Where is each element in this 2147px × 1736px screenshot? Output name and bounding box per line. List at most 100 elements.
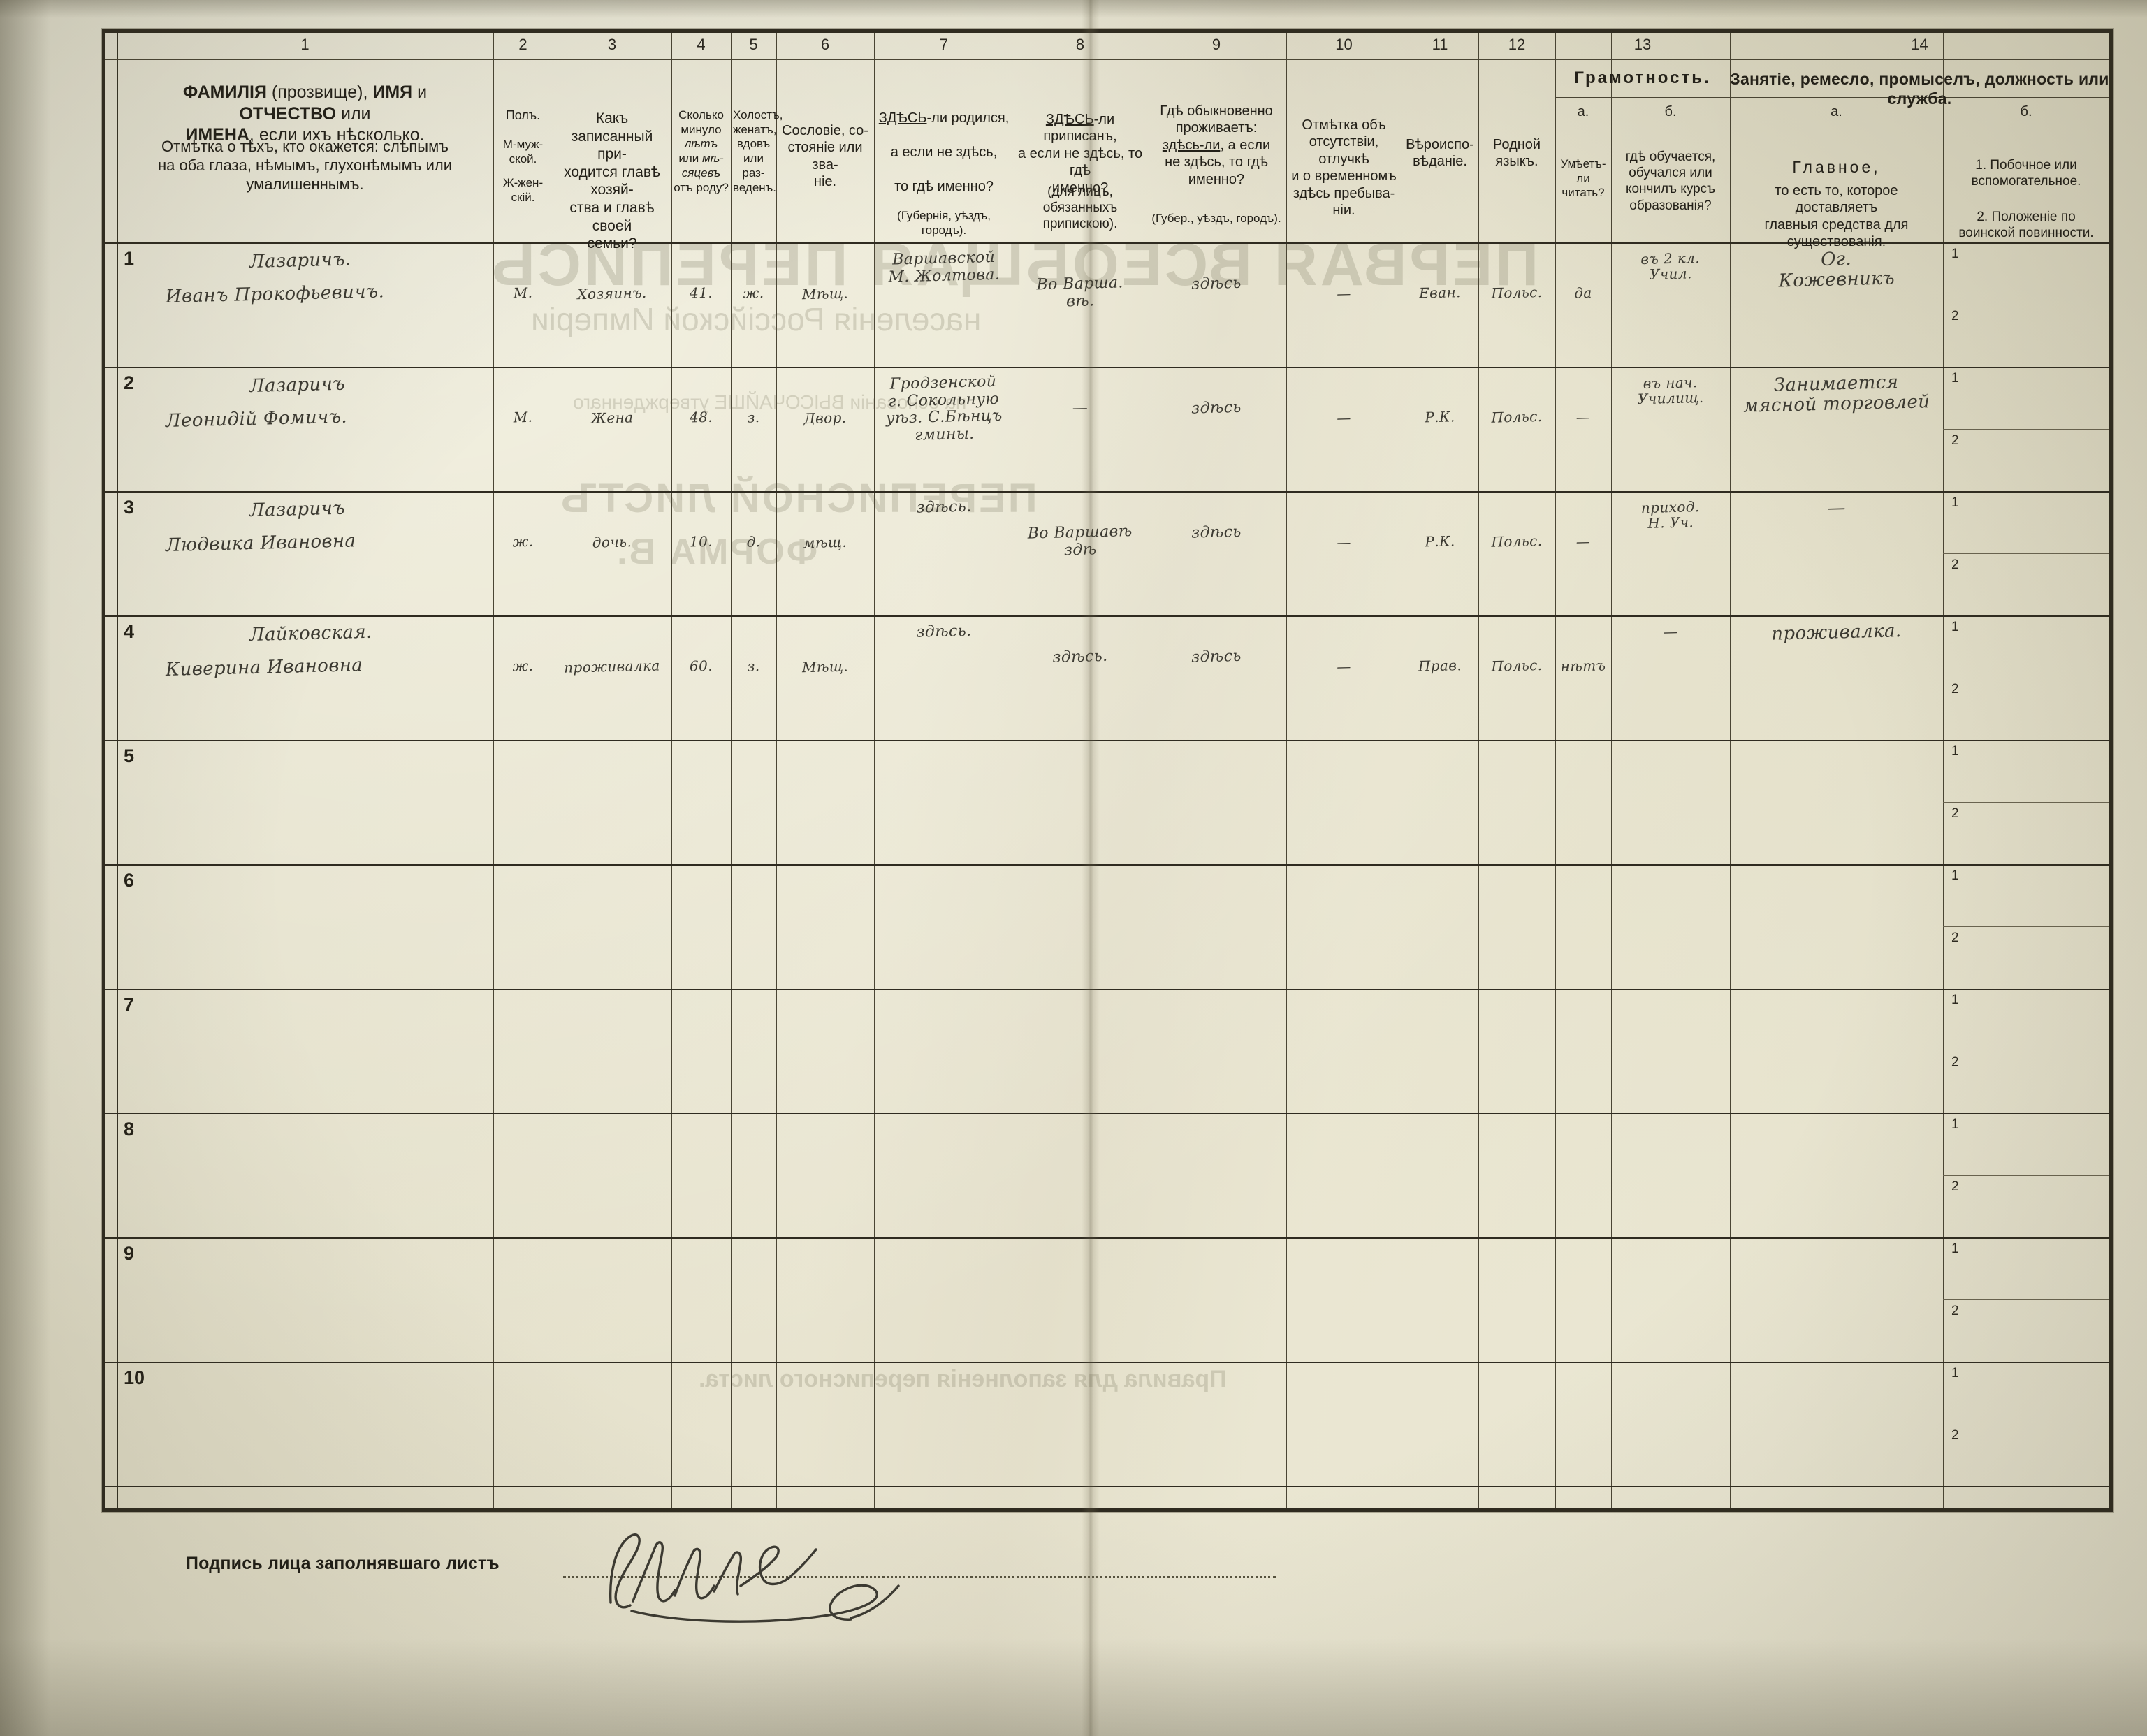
row-3-c14a: —	[1826, 497, 1847, 519]
row-4-c5: з.	[747, 657, 760, 675]
row-1-c4: 41.	[689, 284, 713, 302]
column-2-title: Полъ.	[505, 108, 541, 122]
row-3-c7: здѣсь.	[916, 497, 972, 517]
row-3-c3: дочь.	[592, 533, 632, 551]
column-divider-12	[1555, 33, 1556, 1508]
column-divider-3	[671, 33, 672, 1508]
column-14b-label: б.	[2020, 104, 2032, 119]
column-8-title: ЗДѢСЬ-ли приписанъ, а если не здѣсь, то г…	[1017, 112, 1143, 196]
row-3-14b-sub2: 2	[1951, 557, 1959, 572]
row-4-c7: здѣсь.	[916, 622, 972, 641]
column-number-4: 4	[697, 36, 706, 53]
column-divider-0	[117, 33, 118, 1508]
column-14b-line2: 2. Положеніе по воинской повинности.	[1958, 210, 2094, 241]
row-1-c8: Во Варша. вѣ.	[1036, 274, 1124, 310]
row-1-c9: здѣсь	[1191, 274, 1242, 293]
handwritten-signature	[609, 1533, 900, 1623]
row-8-14b-sub1: 1	[1951, 1117, 1959, 1132]
row-4-c3: проживалка	[563, 657, 660, 676]
row-1-name-given: Иванъ Прокофьевичъ.	[165, 281, 385, 307]
row-2-14b-sub2: 2	[1951, 433, 1959, 448]
column-14a-title-note: то есть то, которое доставляетъ главныя с…	[1764, 183, 1909, 250]
row-4-14b-sub1: 1	[1951, 620, 1959, 634]
row-4-c10: —	[1336, 657, 1351, 676]
row-number-7: 7	[124, 994, 135, 1015]
row-separator-2	[105, 367, 2109, 368]
row-4-c13a: нѣтъ	[1560, 657, 1606, 675]
column-2-note-male: М-муж-ской.	[502, 138, 544, 166]
row-3-14b-split	[1943, 553, 2109, 554]
column-number-5: 5	[749, 36, 758, 53]
row-2-c7: Гродзенской г. Сокольную уѣз. С.Бѣнцъ гм…	[885, 372, 1003, 444]
row-number-6: 6	[124, 870, 135, 891]
row-3-c4: 10.	[689, 532, 713, 550]
row-number-10: 10	[124, 1367, 145, 1388]
row-separator-4	[105, 615, 2109, 617]
column-number-10: 10	[1335, 36, 1353, 53]
row-separator-3	[105, 491, 2109, 493]
column-14a-label: а.	[1831, 104, 1842, 119]
column-13-group-title: Грамотность.	[1574, 68, 1711, 87]
row-7-14b-sub2: 2	[1951, 1055, 1959, 1070]
row-number-1: 1	[124, 248, 135, 269]
row-1-name-surname: Лазаричъ.	[249, 249, 351, 272]
row-3-c6: мѣщ.	[803, 533, 847, 552]
row-4-c14a: проживалка.	[1770, 620, 1902, 645]
row-2-c6: Двор.	[803, 409, 847, 428]
row-4-14b-sub2: 2	[1951, 682, 1959, 696]
column-11-title: Вѣроиспо-вѣданіе.	[1406, 137, 1474, 170]
row-2-c9: здѣсь	[1191, 398, 1242, 418]
row-3-c5: д.	[746, 533, 761, 550]
column-number-2: 2	[518, 36, 527, 53]
column-divider-1	[493, 33, 494, 1508]
row-separator-7	[105, 989, 2109, 990]
row-10-14b-sub2: 2	[1951, 1428, 1959, 1443]
row-3-c9: здѣсь	[1191, 523, 1242, 542]
row-6-14b-split	[1943, 926, 2109, 927]
row-1-c7: Варшавской М. Жолтова.	[888, 248, 1000, 286]
row-1-c13b: въ 2 кл. Учил.	[1640, 249, 1701, 284]
header-number-rule	[105, 59, 2109, 60]
row-1-c6: Мѣщ.	[801, 284, 849, 303]
row-separator-10	[105, 1362, 2109, 1363]
column-13a-title: Умѣетъ-ли читать?	[1560, 157, 1606, 200]
row-2-name-given: Леонидій Фомичъ.	[165, 406, 348, 432]
row-1-14b-sub2: 2	[1951, 309, 1959, 323]
signature-label: Подпись лица заполнявшаго листъ	[186, 1554, 500, 1573]
row-separator-9	[105, 1237, 2109, 1239]
census-table: 1 2 3 4 5 6 7 8 9 10 11 12 13 14 ФАМИЛІЯ (прозвище), И…	[102, 29, 2113, 1512]
signature-row: Подпись лица заполнявшаго листъ	[102, 1533, 2106, 1623]
row-4-name-given: Киверина Ивановна	[165, 655, 363, 680]
column-number-8: 8	[1075, 36, 1085, 53]
group-title-rule	[1555, 97, 2109, 98]
row-2-14b-split	[1943, 429, 2109, 430]
row-1-c14a: Ог. Кожевникъ	[1778, 248, 1895, 292]
column-6-title: Сословіе, со-стояніе или зва-ніе.	[782, 123, 868, 190]
row-2-c4: 48.	[689, 408, 713, 426]
row-4-c13b: —	[1663, 622, 1678, 641]
row-2-c2: М.	[513, 408, 533, 426]
row-3-c10: —	[1336, 533, 1351, 551]
row-1-c11: Еван.	[1418, 284, 1462, 302]
row-1-c12: Польс.	[1491, 283, 1543, 302]
row-4-c9: здѣсь	[1191, 647, 1242, 666]
row-1-c10: —	[1336, 284, 1351, 302]
column-number-12: 12	[1508, 36, 1526, 53]
row-separator-5	[105, 740, 2109, 741]
row-9-14b-sub1: 1	[1951, 1241, 1959, 1256]
column-divider-5	[776, 33, 777, 1508]
row-4-c8: здѣсь.	[1052, 647, 1108, 666]
column-divider-15	[1943, 33, 1944, 1508]
column-number-13: 13	[1633, 36, 1652, 53]
column-13b-label: б.	[1664, 104, 1677, 119]
row-1-c5: ж.	[743, 284, 764, 302]
row-4-c4: 60.	[689, 657, 713, 675]
row-2-c13a: —	[1575, 408, 1591, 426]
row-separator-8	[105, 1113, 2109, 1114]
column-12-title: Родной языкъ.	[1492, 137, 1541, 170]
column-2-note-female: Ж-жен-скій.	[502, 176, 544, 204]
row-1-c13a: да	[1573, 284, 1592, 302]
row-2-c13b: въ нач. Училищ.	[1637, 374, 1704, 408]
column-14b-line1: 1. Побочное или вспомогательное.	[1971, 158, 2081, 189]
